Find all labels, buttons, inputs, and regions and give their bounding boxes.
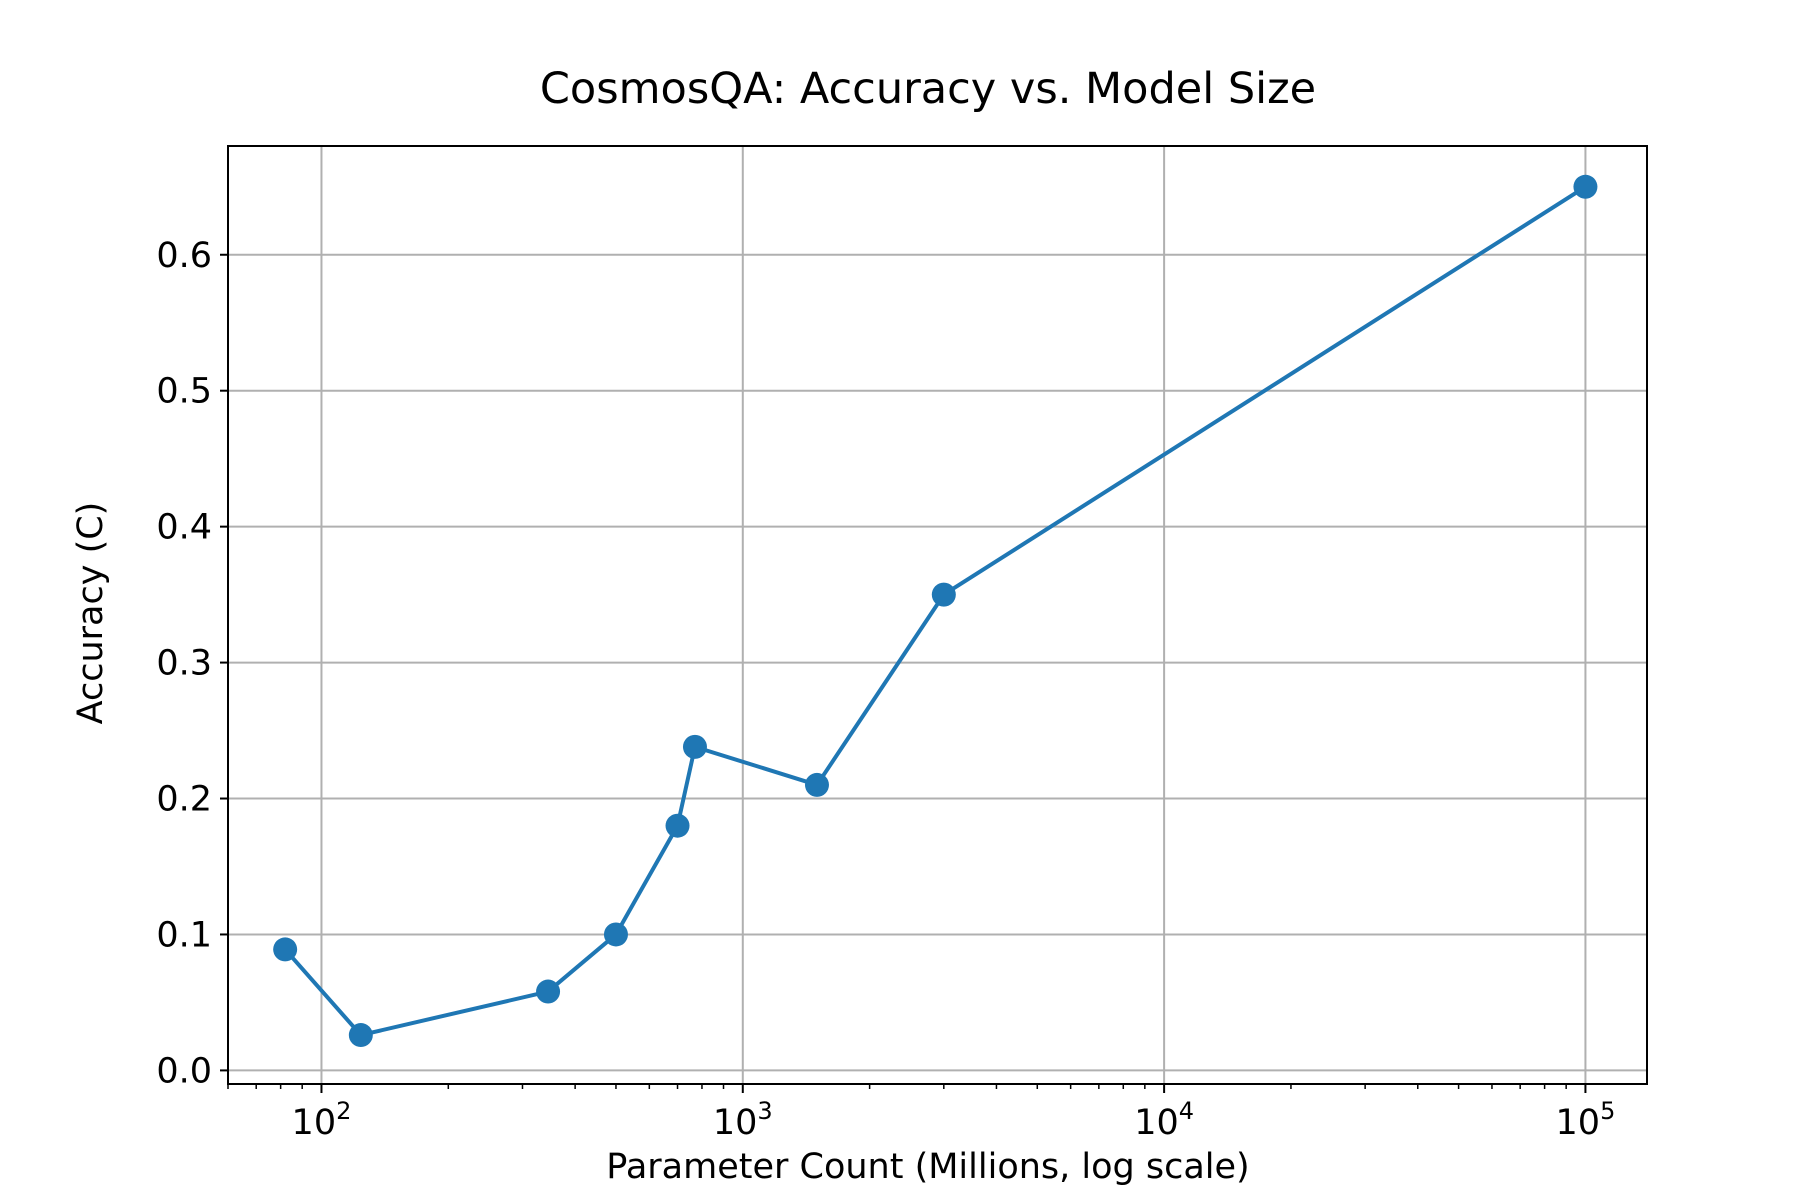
data-point xyxy=(273,937,298,962)
data-point xyxy=(804,772,829,797)
x-tick-label: 104 xyxy=(1134,1097,1194,1143)
y-tick-label: 0.6 xyxy=(156,236,212,276)
y-axis-label: Accuracy (C) xyxy=(71,502,111,725)
y-tick-label: 0.2 xyxy=(156,780,212,820)
grid xyxy=(228,146,1647,1084)
x-tick-exponent: 3 xyxy=(757,1097,772,1125)
data-point xyxy=(536,979,561,1004)
data-point xyxy=(682,734,707,759)
x-tick-base: 10 xyxy=(292,1103,337,1143)
data-point xyxy=(1573,174,1598,199)
y-tick-label: 0.5 xyxy=(156,372,212,412)
chart-title: CosmosQA: Accuracy vs. Model Size xyxy=(540,64,1316,114)
data-point xyxy=(348,1023,373,1048)
x-tick-exponent: 4 xyxy=(1179,1097,1194,1125)
x-tick-label: 103 xyxy=(713,1097,773,1143)
data-point xyxy=(931,582,956,607)
x-tick-label: 105 xyxy=(1556,1097,1616,1143)
plot-frame xyxy=(227,145,1648,1085)
y-tick-label: 0.3 xyxy=(156,644,212,684)
y-tick-label: 0.4 xyxy=(156,508,212,548)
x-tick-base: 10 xyxy=(713,1103,758,1143)
x-tick-exponent: 2 xyxy=(336,1097,351,1125)
x-tick-base: 10 xyxy=(1134,1103,1179,1143)
x-tick-label: 102 xyxy=(292,1097,352,1143)
x-tick-exponent: 5 xyxy=(1600,1097,1615,1125)
data-point xyxy=(665,813,690,838)
y-tick-label: 0.0 xyxy=(156,1051,212,1091)
data-point xyxy=(603,922,628,947)
y-tick-label: 0.1 xyxy=(156,915,212,955)
series-layer xyxy=(273,174,1598,1048)
x-tick-base: 10 xyxy=(1556,1103,1601,1143)
x-axis-label: Parameter Count (Millions, log scale) xyxy=(606,1147,1249,1187)
